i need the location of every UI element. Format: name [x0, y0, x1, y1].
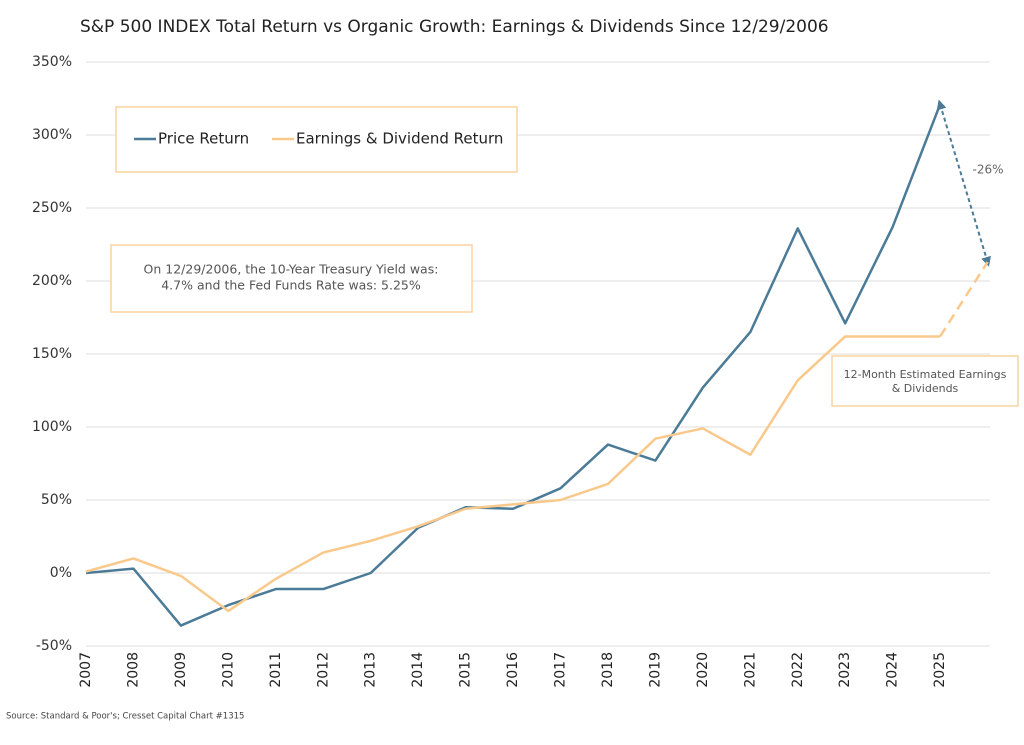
projection-line: [939, 261, 989, 338]
note-text: 4.7% and the Fed Funds Rate was: 5.25%: [161, 278, 421, 293]
y-tick-label: 350%: [32, 54, 72, 70]
legend-label: Earnings & Dividend Return: [296, 130, 503, 148]
x-tick-label: 2008: [125, 652, 141, 688]
x-tick-label: 2019: [647, 652, 663, 688]
y-tick-label: 200%: [32, 273, 72, 289]
x-tick-label: 2024: [885, 652, 901, 688]
x-tick-label: 2016: [505, 652, 521, 688]
y-tick-label: 150%: [32, 346, 72, 362]
y-tick-label: -50%: [36, 638, 72, 654]
legend-box: [115, 106, 518, 173]
y-tick-label: 250%: [32, 200, 72, 216]
x-tick-label: 2021: [742, 652, 758, 688]
x-tick-label: 2023: [837, 652, 853, 688]
x-tick-label: 2022: [790, 652, 806, 688]
x-tick-label: 2017: [553, 652, 569, 688]
x-tick-label: 2013: [363, 652, 379, 688]
y-tick-label: 100%: [32, 419, 72, 435]
estimate-text: & Dividends: [892, 382, 959, 395]
source: Source: Standard & Poor's; Cresset Capit…: [6, 712, 244, 722]
x-tick-label: 2018: [600, 652, 616, 688]
x-tick-label: 2011: [268, 652, 284, 688]
x-tick-label: 2010: [220, 652, 236, 688]
y-tick-label: 0%: [50, 565, 72, 581]
x-tick-label: 2012: [315, 652, 331, 688]
y-tick-label: 300%: [32, 127, 72, 143]
x-tick-label: 2020: [695, 652, 711, 688]
x-tick-label: 2009: [173, 652, 189, 688]
series-line: [85, 103, 942, 627]
legend-label: Price Return: [158, 130, 249, 148]
chart-title: S&P 500 INDEX Total Return vs Organic Gr…: [80, 17, 829, 37]
estimate-box: [831, 355, 1019, 407]
note-box: [110, 244, 473, 313]
projection-line: [936, 99, 991, 267]
x-tick-label: 2015: [458, 652, 474, 688]
y-tick-label: 50%: [41, 492, 72, 508]
x-tick-label: 2014: [410, 652, 426, 688]
change-label: -26%: [972, 163, 1003, 177]
series-line: [85, 335, 941, 613]
note-text: On 12/29/2006, the 10-Year Treasury Yiel…: [144, 262, 439, 277]
x-tick-label: 2007: [78, 652, 94, 688]
x-tick-label: 2025: [932, 652, 948, 688]
estimate-text: 12-Month Estimated Earnings: [844, 368, 1007, 381]
